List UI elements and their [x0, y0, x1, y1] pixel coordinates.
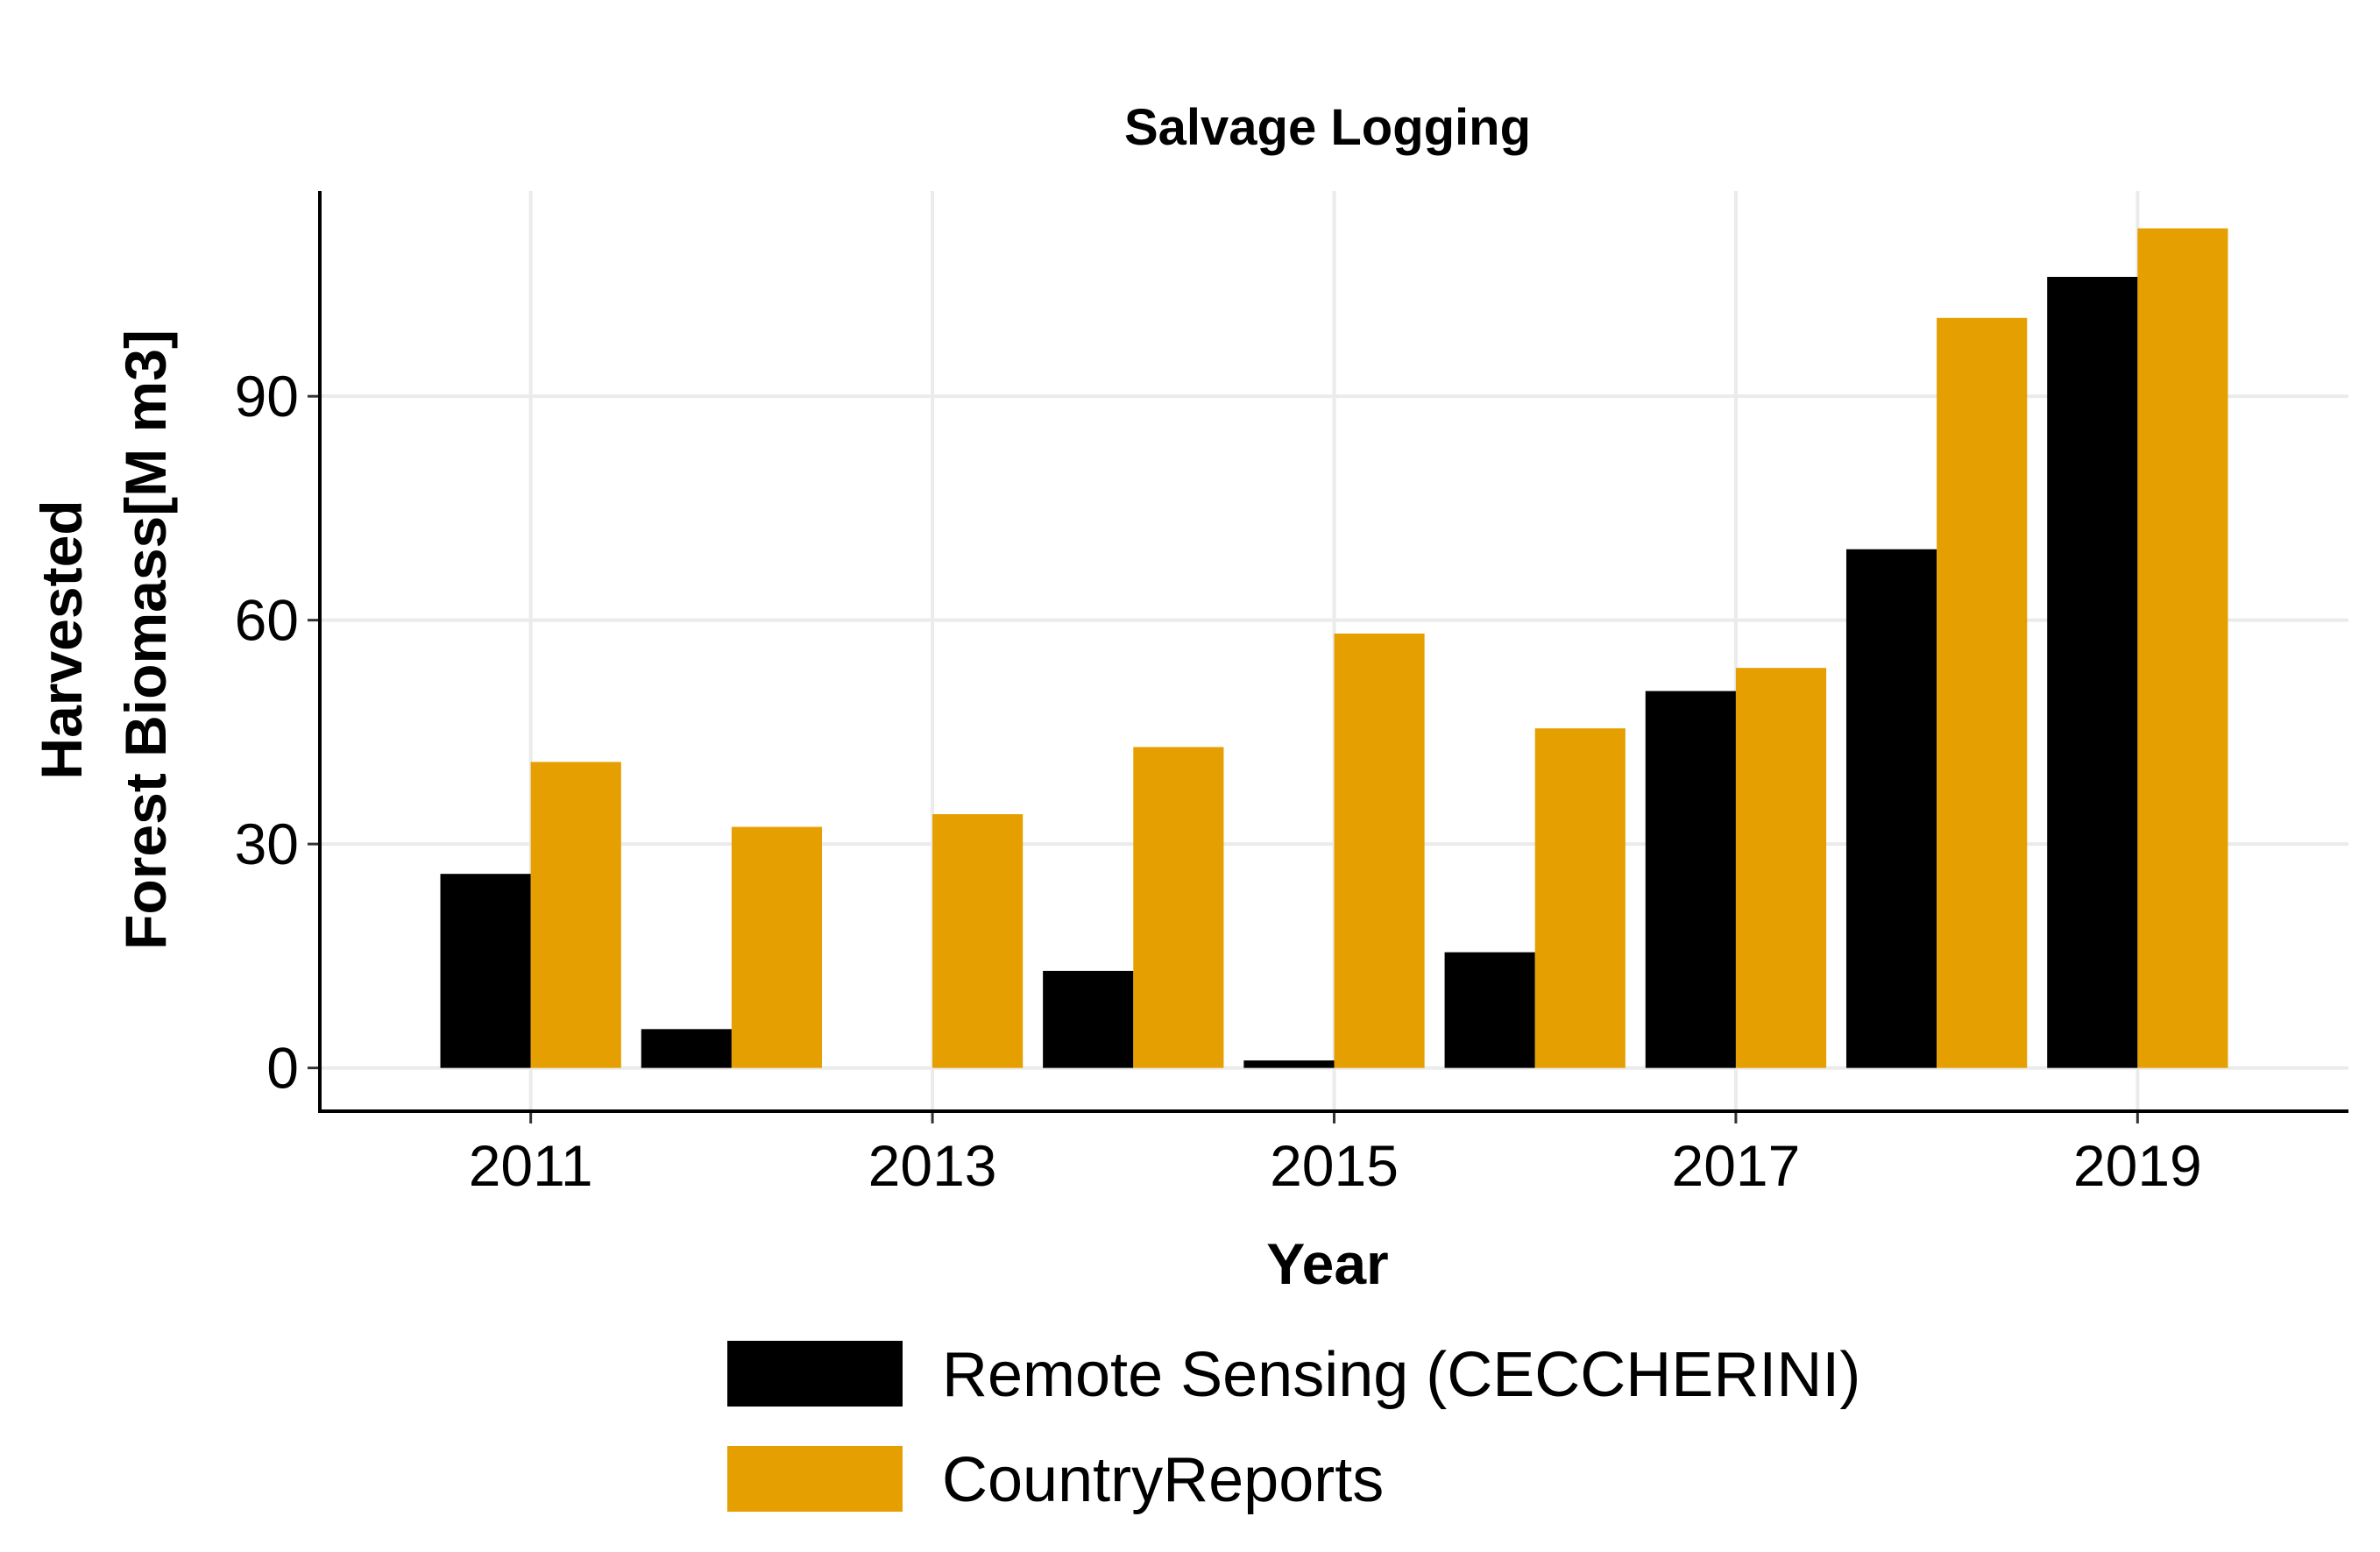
- bar-country-reports-2014: [1133, 747, 1224, 1068]
- x-tick-label: 2015: [1270, 1133, 1399, 1198]
- y-axis-title-line-1: Harvested: [29, 500, 94, 779]
- bars: [440, 228, 2228, 1068]
- legend: Remote Sensing (CECCHERINI) CountryReport…: [727, 1340, 1860, 1515]
- y-axis-title-line-2: Forest Biomass[M m3]: [113, 330, 178, 950]
- bar-remote-sensing-2018: [1845, 549, 1937, 1068]
- x-tick-label: 2013: [868, 1133, 997, 1198]
- legend-label-remote-sensing: Remote Sensing (CECCHERINI): [942, 1340, 1860, 1410]
- tick-labels: 0 30 60 90 2011 2013 2015 2017 2019: [235, 364, 2202, 1198]
- bar-remote-sensing-2016: [1444, 952, 1535, 1068]
- y-tick-label: 60: [235, 588, 299, 653]
- axes: [308, 191, 2348, 1123]
- legend-label-country-reports: CountryReports: [942, 1445, 1384, 1515]
- y-tick-label: 0: [266, 1036, 299, 1101]
- bar-country-reports-2013: [932, 814, 1024, 1068]
- bar-remote-sensing-2019: [2047, 276, 2138, 1068]
- bar-country-reports-2018: [1937, 317, 2028, 1068]
- bar-country-reports-2015: [1334, 633, 1425, 1068]
- bar-country-reports-2011: [530, 762, 621, 1068]
- legend-swatch-country-reports: [727, 1446, 903, 1512]
- bar-country-reports-2012: [731, 826, 823, 1068]
- bar-remote-sensing-2017: [1645, 691, 1736, 1068]
- bar-remote-sensing-2014: [1043, 970, 1134, 1068]
- x-tick-label: 2019: [2073, 1133, 2202, 1198]
- x-axis-title: Year: [1266, 1231, 1388, 1296]
- bar-country-reports-2019: [2137, 228, 2228, 1068]
- bar-remote-sensing-2015: [1243, 1060, 1335, 1068]
- chart-title: Salvage Logging: [1124, 99, 1531, 156]
- bar-country-reports-2017: [1735, 668, 1827, 1068]
- bar-country-reports-2016: [1534, 728, 1626, 1068]
- y-tick-label: 30: [235, 811, 299, 876]
- x-tick-label: 2017: [1672, 1133, 1801, 1198]
- x-tick-label: 2011: [469, 1133, 593, 1198]
- legend-swatch-remote-sensing: [727, 1341, 903, 1407]
- bar-remote-sensing-2012: [641, 1029, 732, 1068]
- bar-remote-sensing-2011: [440, 874, 531, 1068]
- y-tick-label: 90: [235, 364, 299, 429]
